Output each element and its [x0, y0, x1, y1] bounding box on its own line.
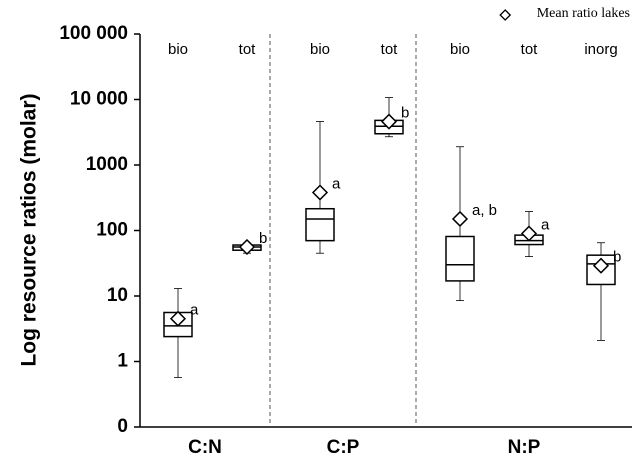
group-label: C:N — [188, 437, 222, 458]
significance-letter: b — [259, 230, 267, 247]
y-tick-label: 100 000 — [59, 23, 128, 44]
significance-letter: a — [541, 216, 550, 233]
box-label: tot — [381, 41, 399, 58]
significance-letter: a, b — [472, 202, 497, 219]
box-label: bio — [168, 41, 188, 58]
mean-marker — [380, 113, 398, 130]
mean-marker — [520, 225, 538, 242]
legend-label: Mean ratio lakes — [537, 6, 630, 21]
box-label: inorg — [584, 41, 617, 58]
box — [305, 207, 335, 242]
significance-letter: b — [401, 105, 409, 122]
box-label: tot — [521, 41, 539, 58]
y-tick-label: 10 — [107, 285, 128, 306]
y-tick-label: 0 — [117, 416, 128, 437]
group-label: N:P — [508, 437, 541, 458]
y-tick-label: 100 — [96, 220, 128, 241]
y-tick-label: 1 — [117, 351, 128, 372]
box-label: bio — [450, 41, 470, 58]
mean-marker — [169, 310, 187, 327]
mean-marker — [238, 238, 256, 256]
mean-marker — [592, 257, 610, 274]
mean-marker — [451, 210, 469, 228]
legend-marker — [499, 9, 512, 21]
group-label: C:P — [327, 437, 360, 458]
y-tick-label: 10 000 — [70, 89, 128, 110]
significance-letter: a — [332, 175, 341, 192]
significance-letter: a — [190, 302, 199, 319]
y-axis-label: Log resource ratios (molar) — [18, 93, 41, 366]
y-tick-label: 1000 — [86, 154, 128, 175]
significance-letter: b — [613, 249, 621, 266]
box-label: bio — [310, 41, 330, 58]
box — [445, 235, 475, 282]
box-label: tot — [239, 41, 257, 58]
mean-marker — [311, 184, 329, 201]
